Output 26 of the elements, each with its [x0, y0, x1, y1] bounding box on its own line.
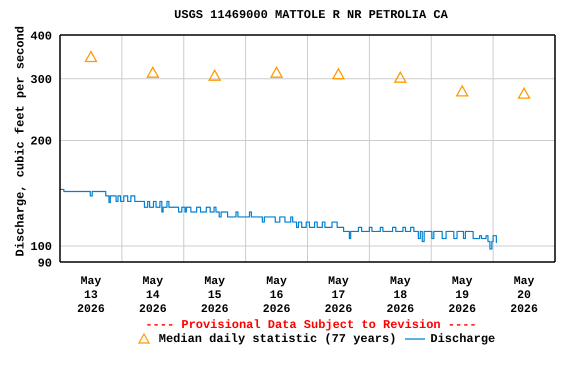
point [146, 66, 159, 78]
point [518, 88, 530, 99]
x-tick-label: May 20 2026 [510, 275, 538, 316]
point [332, 68, 345, 80]
x-tick-label: May 18 2026 [386, 275, 414, 316]
y-tick-label: 200 [30, 134, 52, 149]
x-tick-label: May 16 2026 [262, 275, 290, 316]
y-tick-label: 300 [30, 73, 52, 88]
text: ---- Provisional Data Subject to Revision ---- [144, 318, 478, 332]
point [270, 66, 283, 78]
x-tick-label: May 14 2026 [139, 275, 167, 316]
point [456, 85, 468, 97]
x-tick-label: May 19 2026 [448, 275, 476, 316]
y-tick-label: 100 [30, 240, 52, 254]
y-axis-title: Discharge, cubic feet per second [13, 26, 28, 256]
legend-label: Discharge [430, 332, 496, 346]
chart-title: USGS 11469000 MATTOLE R NR PETROLIA CA [173, 8, 449, 24]
point [394, 72, 406, 83]
x-tick-label: May 13 2026 [77, 275, 105, 316]
y-tick-label: 400 [30, 29, 52, 44]
point [84, 50, 98, 62]
legend-label: Median daily statistic (77 years) [158, 332, 396, 346]
x-tick-label: May 17 2026 [324, 275, 352, 316]
y-tick-label: 90 [38, 256, 52, 270]
x-tick-label: May 15 2026 [200, 275, 229, 316]
point [208, 70, 221, 81]
